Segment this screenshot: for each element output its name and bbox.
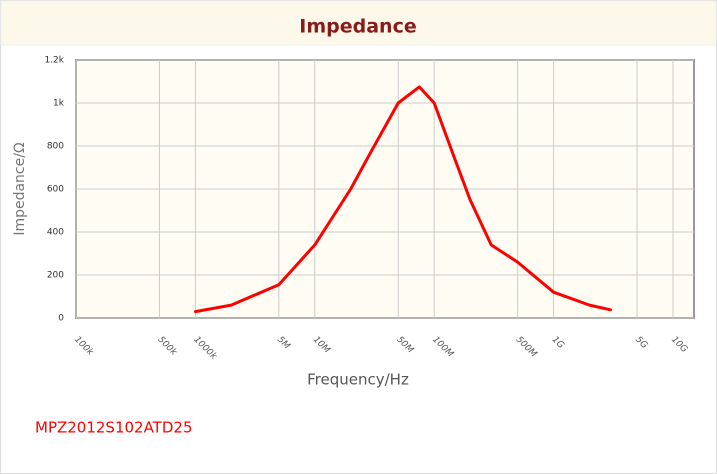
y-tick-label: 0	[58, 314, 64, 324]
y-tick-label: 400	[47, 228, 64, 238]
y-tick-label: 1k	[53, 99, 65, 109]
data-line	[193, 85, 612, 314]
y-tick-label: 1.2k	[44, 56, 64, 66]
y-tick-label: 200	[47, 271, 64, 281]
y-tick-label: 600	[47, 185, 64, 195]
chart-title: Impedance	[299, 16, 416, 38]
legend-entry: MPZ2012S102ATD25	[35, 419, 193, 437]
title-bar	[0, 0, 717, 46]
y-axis-label: Impedance/Ω	[12, 142, 28, 236]
y-tick-label: 800	[47, 142, 64, 152]
x-axis-label: Frequency/Hz	[307, 371, 409, 389]
